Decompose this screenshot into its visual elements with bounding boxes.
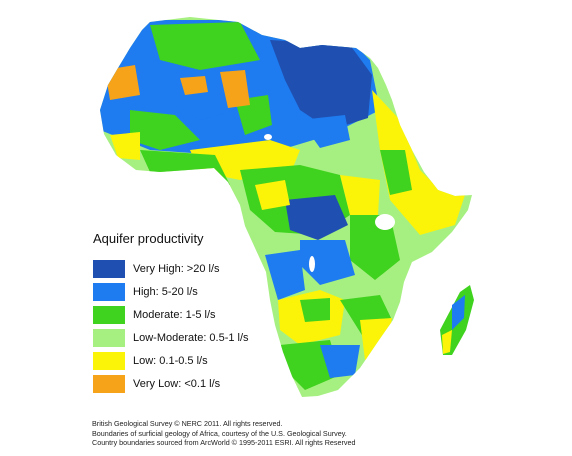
legend-title: Aquifer productivity (93, 231, 204, 246)
credit-line: Boundaries of surficial geology of Afric… (92, 428, 347, 438)
legend-swatch (93, 328, 125, 347)
legend-item-low: Low: 0.1-0.5 l/s (93, 349, 293, 372)
legend-swatch (93, 282, 125, 301)
map-credits: British Geological Survey © NERC 2011. A… (92, 419, 492, 448)
legend-item-very-high: Very High: >20 l/s (93, 257, 293, 280)
legend-item-low-moderate: Low-Moderate: 0.5-1 l/s (93, 326, 293, 349)
legend-swatch (93, 374, 125, 393)
credit-line: British Geological Survey © NERC 2011. A… (92, 419, 283, 428)
legend-item-moderate: Moderate: 1-5 l/s (93, 303, 293, 326)
legend-label: Low: 0.1-0.5 l/s (133, 354, 208, 367)
legend-swatch (93, 259, 125, 278)
legend-item-very-low: Very Low: <0.1 l/s (93, 372, 293, 395)
legend-swatch (93, 351, 125, 370)
legend-label: Low-Moderate: 0.5-1 l/s (133, 331, 249, 344)
legend-label: High: 5-20 l/s (133, 285, 198, 298)
legend-label: Moderate: 1-5 l/s (133, 308, 216, 321)
legend-item-high: High: 5-20 l/s (93, 280, 293, 303)
legend-label: Very Low: <0.1 l/s (133, 377, 221, 390)
map-legend: Aquifer productivity Very High: >20 l/s … (93, 231, 293, 395)
legend-label: Very High: >20 l/s (133, 262, 220, 275)
legend-swatch (93, 305, 125, 324)
credit-line: Country boundaries sourced from ArcWorld… (92, 438, 356, 448)
madagascar (440, 285, 474, 355)
